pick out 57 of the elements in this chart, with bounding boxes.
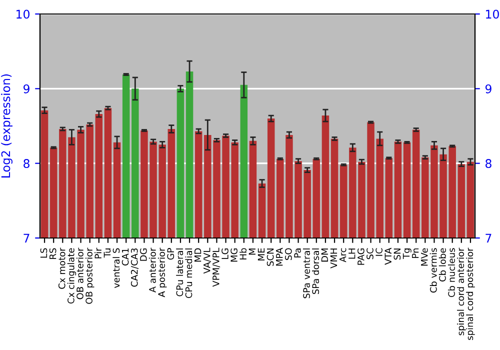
x-tick-label: SO <box>285 248 292 260</box>
y-tick-label: 10 <box>16 10 30 19</box>
x-tick-label: A anterior <box>148 248 156 292</box>
x-tick-label: OB anterior <box>76 248 84 300</box>
x-tick-label: SCN <box>266 248 274 266</box>
x-tick-label: MG <box>230 248 238 262</box>
x-tick-label: RS <box>49 248 56 259</box>
x-tick-label: Cx cingulate <box>67 248 76 304</box>
x-tick-label: VPM/VPL <box>212 248 220 287</box>
x-tick-label: Pa <box>294 248 301 258</box>
x-tick-label: LH <box>348 248 356 259</box>
y-tick-label: 9 <box>24 84 30 94</box>
x-tick-label: M <box>248 248 256 255</box>
x-tick-label: LG <box>222 248 228 259</box>
x-tick-label: Pn <box>412 248 419 258</box>
x-tick-label: VA/VL <box>204 248 211 274</box>
x-tick-label: CA2/CA3 <box>130 248 138 287</box>
x-tick-label: SPa dorsal <box>312 248 320 294</box>
y2-tick-label: 7 <box>486 234 492 242</box>
y-tick-label: 8 <box>24 159 30 168</box>
x-tick-label: Cb lobe <box>438 248 446 282</box>
x-tick-label: VMH <box>330 248 338 268</box>
x-tick-label: CPu lateral <box>176 248 184 296</box>
x-tick-label: MVe <box>421 248 428 266</box>
x-tick-label: OB posterior <box>85 248 94 304</box>
x-tick-label: CPu medial <box>185 248 192 298</box>
x-tick-label: VTA <box>384 248 392 265</box>
x-tick-label: Cb vermis <box>430 248 437 293</box>
y2-tick-label: 8 <box>486 159 492 168</box>
x-tick-label: LS <box>40 248 48 258</box>
x-tick-label: SN <box>394 248 401 260</box>
y-axis-title: Log2 (expression) <box>1 74 12 178</box>
x-tick-label: A posterior <box>158 248 167 298</box>
x-tick-label: MPA <box>276 248 283 266</box>
x-tick-label: ventral S <box>112 248 120 288</box>
x-tick-label: CA1 <box>122 248 129 266</box>
y-tick-label: 7 <box>24 234 30 242</box>
x-tick-label: MD <box>194 248 202 262</box>
x-tick-label: Pir <box>94 248 102 258</box>
x-tick-label: Tg <box>402 248 412 259</box>
x-tick-label: Arc <box>340 248 346 262</box>
x-tick-label: PAG <box>358 248 364 265</box>
x-tick-label: ME <box>258 248 265 260</box>
x-tick-label: Hb <box>240 248 247 260</box>
x-tick-label: DM <box>321 248 328 262</box>
x-tick-label: Cx motor <box>58 248 66 289</box>
x-tick-label: IC <box>376 248 382 256</box>
x-tick-label: Cb nucleus <box>448 248 455 298</box>
x-tick-label: spinal cord posterior <box>466 248 475 340</box>
y2-tick-label: 10 <box>486 10 499 19</box>
x-tick-label: GP <box>167 248 174 260</box>
x-tick-label: SC <box>366 248 374 260</box>
x-tick-label: spinal cord anterior <box>457 248 466 336</box>
y2-tick-label: 9 <box>485 84 492 94</box>
x-tick-label: DG <box>140 248 147 261</box>
x-tick-label: Tu <box>104 248 111 258</box>
x-tick-label: SPa ventral <box>302 248 310 298</box>
